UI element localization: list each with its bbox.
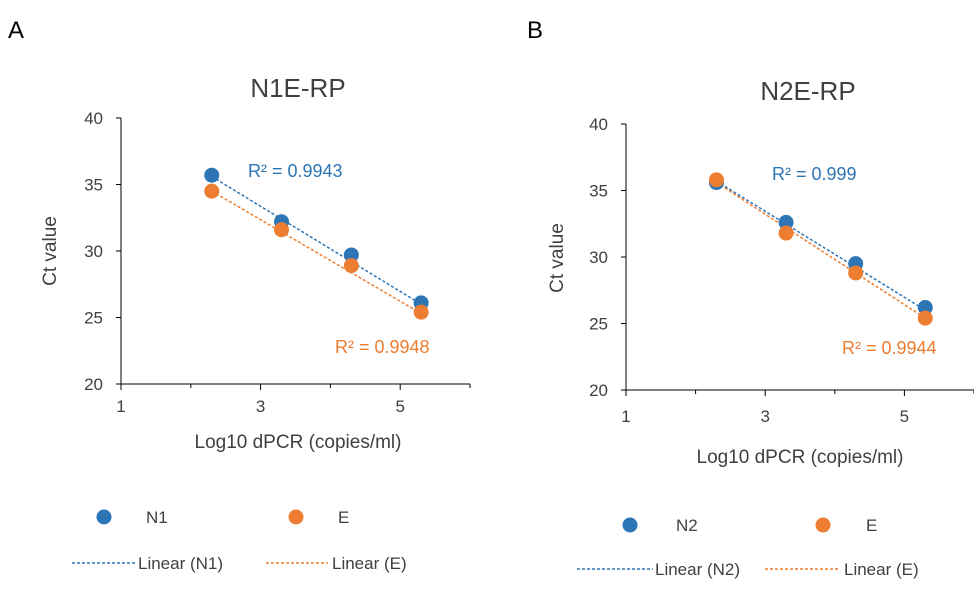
panel-b-r2-label-2: R² = 0.9944	[842, 338, 937, 358]
panel-a-trendline-2	[211, 190, 422, 315]
panel-a-y-axis-label: Ct value	[40, 216, 61, 286]
panel-b-chart-title: N2E-RP	[760, 76, 855, 106]
panel-a-point-n1-1	[204, 167, 220, 183]
panel-a-y-tick-label: 30	[84, 242, 103, 261]
panel-a-legend-label-trend-1: Linear (N1)	[138, 554, 223, 573]
panel-b-point-e-2	[778, 225, 794, 241]
panel-a-chart-title: N1E-RP	[250, 73, 345, 103]
panel-b-x-tick-label: 1	[621, 407, 630, 426]
panel-b-legend-marker-e	[815, 517, 831, 533]
panel-a-point-e-1	[204, 183, 220, 199]
panel-a-r2-label-2: R² = 0.9948	[335, 337, 430, 357]
panel-b-y-tick-label: 30	[589, 248, 608, 267]
panel-a-x-axis-label: Log10 dPCR (copies/ml)	[195, 432, 402, 453]
panel-a-legend-marker-e	[288, 509, 304, 525]
panel-a-point-e-4	[413, 304, 429, 320]
panel-a-trendline-1	[211, 175, 422, 305]
panel-b-x-axis-label: Log10 dPCR (copies/ml)	[697, 447, 904, 468]
panel-a-panel-label: A	[8, 17, 24, 44]
panel-a-x-tick-label: 5	[395, 397, 404, 416]
panel-a-legend-marker-n1	[96, 509, 112, 525]
panel-a-point-n1-3	[343, 247, 359, 263]
panel-a-y-tick-label: 35	[84, 176, 103, 195]
panel-b-panel-label: B	[527, 17, 543, 44]
panel-b-legend-label-n2: N2	[676, 516, 698, 535]
panel-b-point-e-1	[708, 172, 724, 188]
panel-b-y-axis-label: Ct value	[547, 223, 568, 293]
panel-b-legend-label-trend-1: Linear (N2)	[655, 560, 740, 579]
panel-a-legend-label-trend-2: Linear (E)	[332, 554, 407, 573]
panel-b-point-e-3	[848, 265, 864, 281]
panel-b-legend-label-e: E	[866, 516, 877, 535]
panel-a-y-tick-label: 20	[84, 375, 103, 394]
panel-b-x-tick-label: 3	[760, 407, 769, 426]
panel-b-y-tick-label: 25	[589, 315, 608, 334]
panel-b-legend-marker-n2	[622, 517, 638, 533]
panel-a-r2-label-1: R² = 0.9943	[248, 161, 343, 181]
panel-a-y-tick-label: 25	[84, 309, 103, 328]
panel-b-trendline-2	[716, 181, 926, 319]
panel-a-x-tick-label: 1	[116, 397, 125, 416]
panel-b-y-tick-label: 40	[589, 115, 608, 134]
panel-b-point-n2-2	[778, 214, 794, 230]
panel-a-legend-label-n1: N1	[146, 508, 168, 527]
panel-b-point-e-4	[917, 310, 933, 326]
panel-a-legend-label-e: E	[338, 508, 349, 527]
panel-b-point-n2-4	[917, 300, 933, 316]
panel-b-x-tick-label: 5	[900, 407, 909, 426]
panel-b-legend-label-trend-2: Linear (E)	[844, 560, 919, 579]
panel-a-point-e-2	[274, 222, 290, 238]
panel-b-r2-label-1: R² = 0.999	[772, 164, 857, 184]
panel-b-y-tick-label: 20	[589, 381, 608, 400]
panel-a-y-tick-label: 40	[84, 109, 103, 128]
panel-a-x-tick-label: 3	[256, 397, 265, 416]
panel-a-point-e-3	[343, 258, 359, 274]
panel-b-trendline-1	[716, 180, 926, 311]
panel-b-y-tick-label: 35	[589, 182, 608, 201]
